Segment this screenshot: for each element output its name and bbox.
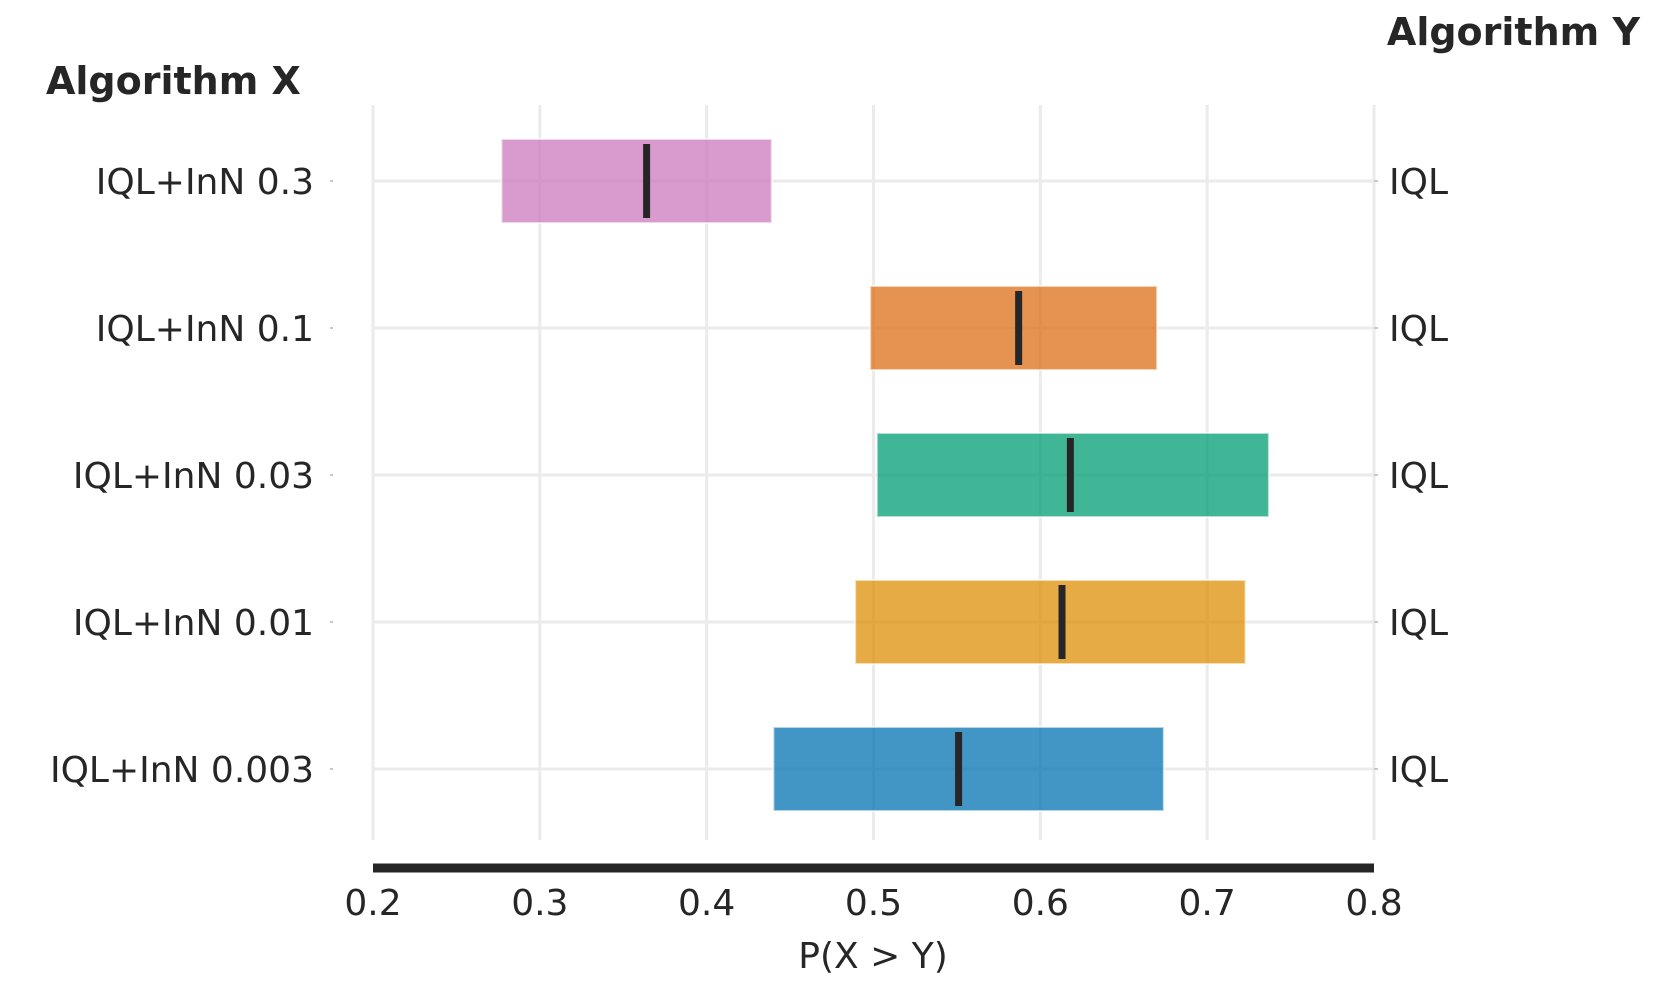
algorithm-y-label: IQL [1389, 162, 1448, 203]
x-tick-label: 0.4 [678, 883, 735, 924]
interval-bar [869, 285, 1159, 371]
interval-bar [500, 138, 773, 224]
interval-bars [500, 138, 1270, 812]
algorithm-y-label: IQL [1389, 456, 1448, 497]
right-header: Algorithm Y [1387, 10, 1641, 54]
row-labels: IQL+InN 0.3 IQL IQL+InN 0.1 IQL IQL+InN 0.03… [50, 162, 1448, 791]
algorithm-y-label: IQL [1389, 750, 1448, 791]
algorithm-y-label: IQL [1389, 603, 1448, 644]
algorithm-x-label: IQL+InN 0.3 [96, 162, 314, 203]
algorithm-y-label: IQL [1389, 309, 1448, 350]
x-tick-label: 0.8 [1345, 883, 1402, 924]
algorithm-x-label: IQL+InN 0.003 [50, 750, 314, 791]
x-tick-label: 0.6 [1012, 883, 1069, 924]
x-tick-label: 0.5 [845, 883, 902, 924]
x-tick-label: 0.2 [344, 883, 401, 924]
left-header: Algorithm X [46, 59, 301, 103]
algorithm-x-label: IQL+InN 0.03 [73, 456, 314, 497]
interval-bar [854, 579, 1247, 665]
x-tick-label: 0.3 [511, 883, 568, 924]
x-axis-label: P(X > Y) [798, 936, 948, 977]
x-tick-label: 0.7 [1179, 883, 1236, 924]
algorithm-x-label: IQL+InN 0.1 [96, 309, 314, 350]
x-tick-labels: 0.2 0.3 0.4 0.5 0.6 0.7 0.8 [344, 883, 1402, 924]
interval-bar [772, 726, 1165, 812]
algorithm-x-label: IQL+InN 0.01 [73, 603, 314, 644]
